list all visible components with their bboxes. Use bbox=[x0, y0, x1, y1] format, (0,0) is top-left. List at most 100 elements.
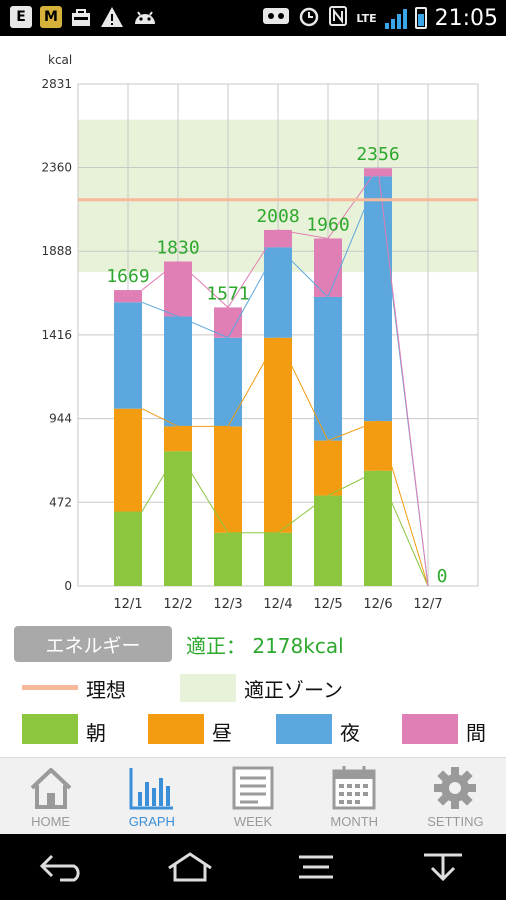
total-label: 1830 bbox=[156, 237, 199, 258]
y-axis-unit: kcal bbox=[48, 53, 72, 67]
home-icon bbox=[26, 764, 76, 816]
graph-icon bbox=[127, 764, 177, 816]
status-bar: E M LTE 21:05 bbox=[0, 0, 506, 36]
legend-label-dinner: 夜 bbox=[340, 721, 360, 745]
gear-icon bbox=[430, 764, 480, 816]
week-icon bbox=[228, 764, 278, 816]
bottom-nav: HOME GRAPH WEEK MONTH SETTING bbox=[0, 757, 506, 834]
y-tick-label: 472 bbox=[49, 495, 72, 509]
clock: 21:05 bbox=[434, 5, 498, 31]
bar-segment bbox=[214, 337, 242, 427]
total-labels: 1669 1830 1571 2008 1960 2356 0 bbox=[106, 144, 447, 587]
nav-setting[interactable]: SETTING bbox=[405, 758, 506, 834]
ideal-swatch bbox=[22, 685, 78, 690]
x-tick-label: 12/6 bbox=[363, 597, 392, 612]
e-notification-icon: E bbox=[10, 6, 32, 28]
notification-icons: E M bbox=[10, 6, 158, 32]
bar-segment bbox=[114, 511, 142, 586]
bar-segment bbox=[364, 470, 392, 586]
bar-segment bbox=[164, 451, 192, 586]
bar-segment bbox=[364, 421, 392, 471]
chart-connector-lines bbox=[141, 166, 429, 587]
voicemail-icon bbox=[262, 5, 290, 31]
legend-swatch-dinner bbox=[276, 714, 332, 744]
bar-segment bbox=[314, 238, 342, 297]
y-tick-label: 944 bbox=[49, 412, 72, 426]
nav-graph[interactable]: GRAPH bbox=[101, 758, 202, 834]
bar-segment bbox=[264, 337, 292, 533]
bar-segment bbox=[264, 532, 292, 586]
y-tick-label: 2831 bbox=[41, 77, 72, 91]
warning-icon bbox=[100, 6, 124, 32]
bar-segment bbox=[364, 176, 392, 422]
total-label: 2356 bbox=[356, 144, 399, 165]
bar-segment bbox=[264, 247, 292, 338]
total-label: 1960 bbox=[306, 214, 349, 235]
bar-segment bbox=[214, 426, 242, 533]
home-icon bbox=[167, 852, 212, 882]
energy-button[interactable]: エネルギー bbox=[14, 626, 172, 662]
x-tick-label: 12/1 bbox=[113, 597, 142, 612]
system-status: LTE 21:05 bbox=[262, 4, 498, 32]
legend-row-meals: 朝 昼 夜 間 bbox=[0, 714, 506, 746]
zone-swatch bbox=[180, 674, 236, 702]
bar-segment bbox=[164, 316, 192, 427]
bar-segment bbox=[314, 440, 342, 496]
nav-month-label: MONTH bbox=[330, 814, 379, 829]
total-label: 2008 bbox=[256, 206, 299, 227]
alarm-icon bbox=[298, 5, 320, 31]
back-button[interactable] bbox=[33, 847, 93, 887]
nfc-icon bbox=[328, 5, 348, 31]
series-connector bbox=[141, 166, 429, 587]
bar-segment bbox=[214, 307, 242, 338]
bar-segment bbox=[314, 296, 342, 441]
legend-swatch-snack bbox=[402, 714, 458, 744]
month-icon bbox=[329, 764, 379, 816]
nav-week-label: WEEK bbox=[233, 814, 273, 829]
bar-segment bbox=[214, 532, 242, 586]
network-type: LTE bbox=[356, 11, 377, 25]
notifications-icon bbox=[423, 853, 462, 882]
bar-segment bbox=[264, 229, 292, 248]
y-tick-label: 0 bbox=[64, 579, 72, 593]
bar-segment bbox=[164, 426, 192, 452]
legend-label-breakfast: 朝 bbox=[86, 721, 106, 745]
series-connector bbox=[141, 174, 429, 587]
calorie-chart: 0 472 944 1416 1888 2360 2831 12/1 12/2 12/3 12/4… bbox=[41, 53, 479, 612]
nav-setting-label: SETTING bbox=[427, 814, 484, 829]
nav-month[interactable]: MONTH bbox=[304, 758, 405, 834]
x-tick-label: 12/4 bbox=[263, 597, 292, 612]
zone-label: 適正ゾーン bbox=[244, 678, 343, 702]
series-connector bbox=[141, 450, 429, 587]
y-tick-label: 1416 bbox=[41, 328, 72, 342]
bar-segment bbox=[314, 495, 342, 586]
m-notification-icon: M bbox=[40, 6, 62, 28]
nav-graph-label: GRAPH bbox=[128, 814, 175, 829]
back-icon bbox=[40, 854, 80, 882]
legend-swatch-breakfast bbox=[22, 714, 78, 744]
bag-icon bbox=[70, 6, 92, 32]
home-button[interactable] bbox=[160, 847, 220, 887]
x-tick-label: 12/7 bbox=[413, 597, 442, 612]
chart-bars bbox=[114, 168, 392, 586]
bar-segment bbox=[114, 302, 142, 409]
battery-icon bbox=[414, 7, 427, 29]
notifications-button[interactable] bbox=[413, 847, 473, 887]
x-tick-label: 12/5 bbox=[313, 597, 342, 612]
legend-swatch-lunch bbox=[148, 714, 204, 744]
y-axis-ticks: 0 472 944 1416 1888 2360 2831 bbox=[41, 77, 72, 593]
total-label: 1571 bbox=[206, 283, 249, 304]
total-label: 1669 bbox=[106, 266, 149, 287]
ideal-label: 理想 bbox=[86, 678, 126, 702]
legend-row-lines: 理想 適正ゾーン bbox=[0, 672, 506, 704]
menu-button[interactable] bbox=[286, 847, 346, 887]
nav-home[interactable]: HOME bbox=[0, 758, 101, 834]
nav-week[interactable]: WEEK bbox=[202, 758, 303, 834]
bar-segment bbox=[114, 290, 142, 303]
nav-home-label: HOME bbox=[31, 814, 71, 829]
legend-label-snack: 間 bbox=[466, 721, 486, 745]
total-label: 0 bbox=[437, 566, 448, 587]
android-icon bbox=[132, 6, 158, 32]
system-nav-bar bbox=[0, 834, 506, 900]
bar-segment bbox=[114, 408, 142, 512]
